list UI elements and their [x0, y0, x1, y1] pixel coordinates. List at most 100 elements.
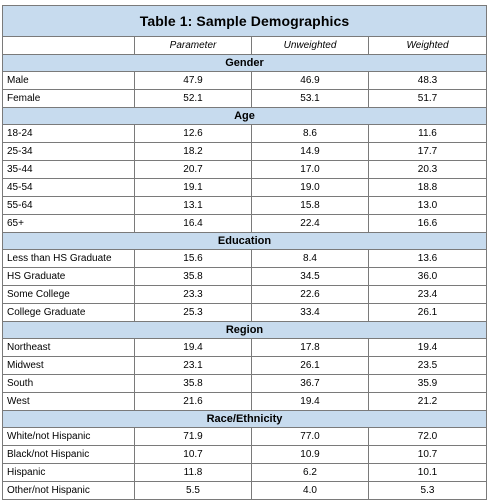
table-row: Northeast 19.4 17.8 19.4: [2, 338, 487, 357]
unweighted-value: 36.7: [251, 374, 369, 393]
weighted-value: 18.8: [368, 178, 487, 197]
unweighted-value: 53.1: [251, 89, 369, 108]
row-label: 45-54: [2, 178, 135, 197]
unweighted-value: 14.9: [251, 142, 369, 161]
weighted-value: 17.7: [368, 142, 487, 161]
column-header-label: [2, 36, 135, 55]
table-row: Other/not Hispanic 5.5 4.0 5.3: [2, 481, 487, 500]
weighted-value: 21.2: [368, 392, 487, 411]
table-row: Female 52.1 53.1 51.7: [2, 89, 487, 108]
unweighted-value: 8.6: [251, 124, 369, 143]
weighted-value: 23.4: [368, 285, 487, 304]
row-label: Some College: [2, 285, 135, 304]
row-label: 18-24: [2, 124, 135, 143]
unweighted-value: 26.1: [251, 356, 369, 375]
table-row: Some College 23.3 22.6 23.4: [2, 285, 487, 304]
table-row: West 21.6 19.4 21.2: [2, 392, 487, 411]
table-row: South 35.8 36.7 35.9: [2, 374, 487, 393]
parameter-value: 23.3: [134, 285, 252, 304]
unweighted-value: 34.5: [251, 267, 369, 286]
parameter-value: 18.2: [134, 142, 252, 161]
weighted-value: 13.0: [368, 196, 487, 215]
table-row: Male 47.9 46.9 48.3: [2, 71, 487, 90]
weighted-value: 11.6: [368, 124, 487, 143]
table-row: 25-34 18.2 14.9 17.7: [2, 142, 487, 161]
parameter-value: 52.1: [134, 89, 252, 108]
weighted-value: 13.6: [368, 249, 487, 268]
row-label: Hispanic: [2, 463, 135, 482]
row-label: HS Graduate: [2, 267, 135, 286]
weighted-value: 48.3: [368, 71, 487, 90]
weighted-value: 5.3: [368, 481, 487, 500]
table-title: Table 1: Sample Demographics: [2, 5, 487, 37]
weighted-value: 51.7: [368, 89, 487, 108]
parameter-value: 15.6: [134, 249, 252, 268]
column-header-parameter: Parameter: [134, 36, 252, 55]
row-label: Black/not Hispanic: [2, 445, 135, 464]
parameter-value: 25.3: [134, 303, 252, 322]
title-row: Table 1: Sample Demographics: [2, 5, 487, 37]
row-label: Female: [2, 89, 135, 108]
section-header-gender: Gender: [2, 54, 487, 72]
section-title: Age: [2, 107, 487, 125]
row-label: South: [2, 374, 135, 393]
table-row: 35-44 20.7 17.0 20.3: [2, 160, 487, 179]
weighted-value: 20.3: [368, 160, 487, 179]
unweighted-value: 4.0: [251, 481, 369, 500]
column-header-weighted: Weighted: [368, 36, 487, 55]
parameter-value: 71.9: [134, 427, 252, 446]
parameter-value: 20.7: [134, 160, 252, 179]
row-label: Less than HS Graduate: [2, 249, 135, 268]
row-label: White/not Hispanic: [2, 427, 135, 446]
row-label: 55-64: [2, 196, 135, 215]
parameter-value: 13.1: [134, 196, 252, 215]
row-label: Midwest: [2, 356, 135, 375]
row-label: Male: [2, 71, 135, 90]
parameter-value: 23.1: [134, 356, 252, 375]
unweighted-value: 6.2: [251, 463, 369, 482]
weighted-value: 72.0: [368, 427, 487, 446]
parameter-value: 11.8: [134, 463, 252, 482]
table-row: HS Graduate 35.8 34.5 36.0: [2, 267, 487, 286]
parameter-value: 47.9: [134, 71, 252, 90]
section-header-region: Region: [2, 321, 487, 339]
parameter-value: 10.7: [134, 445, 252, 464]
table-row: White/not Hispanic 71.9 77.0 72.0: [2, 427, 487, 446]
table-row: Less than HS Graduate 15.6 8.4 13.6: [2, 249, 487, 268]
unweighted-value: 19.0: [251, 178, 369, 197]
row-label: 25-34: [2, 142, 135, 161]
unweighted-value: 22.4: [251, 214, 369, 233]
section-header-education: Education: [2, 232, 487, 250]
demographics-table: Table 1: Sample Demographics Parameter U…: [2, 5, 487, 500]
unweighted-value: 10.9: [251, 445, 369, 464]
weighted-value: 35.9: [368, 374, 487, 393]
table-row: Hispanic 11.8 6.2 10.1: [2, 463, 487, 482]
section-title: Race/Ethnicity: [2, 410, 487, 428]
table-row: 55-64 13.1 15.8 13.0: [2, 196, 487, 215]
unweighted-value: 17.0: [251, 160, 369, 179]
parameter-value: 21.6: [134, 392, 252, 411]
section-header-age: Age: [2, 107, 487, 125]
unweighted-value: 22.6: [251, 285, 369, 304]
row-label: West: [2, 392, 135, 411]
section-title: Gender: [2, 54, 487, 72]
weighted-value: 16.6: [368, 214, 487, 233]
column-header-row: Parameter Unweighted Weighted: [2, 36, 487, 55]
section-header-race-ethnicity: Race/Ethnicity: [2, 410, 487, 428]
unweighted-value: 77.0: [251, 427, 369, 446]
parameter-value: 19.4: [134, 338, 252, 357]
column-header-unweighted: Unweighted: [251, 36, 369, 55]
unweighted-value: 19.4: [251, 392, 369, 411]
parameter-value: 35.8: [134, 374, 252, 393]
parameter-value: 35.8: [134, 267, 252, 286]
table-body: Table 1: Sample Demographics Parameter U…: [2, 5, 487, 500]
weighted-value: 23.5: [368, 356, 487, 375]
parameter-value: 19.1: [134, 178, 252, 197]
unweighted-value: 8.4: [251, 249, 369, 268]
weighted-value: 36.0: [368, 267, 487, 286]
row-label: Northeast: [2, 338, 135, 357]
row-label: Other/not Hispanic: [2, 481, 135, 500]
unweighted-value: 46.9: [251, 71, 369, 90]
table-row: 18-24 12.6 8.6 11.6: [2, 124, 487, 143]
weighted-value: 26.1: [368, 303, 487, 322]
